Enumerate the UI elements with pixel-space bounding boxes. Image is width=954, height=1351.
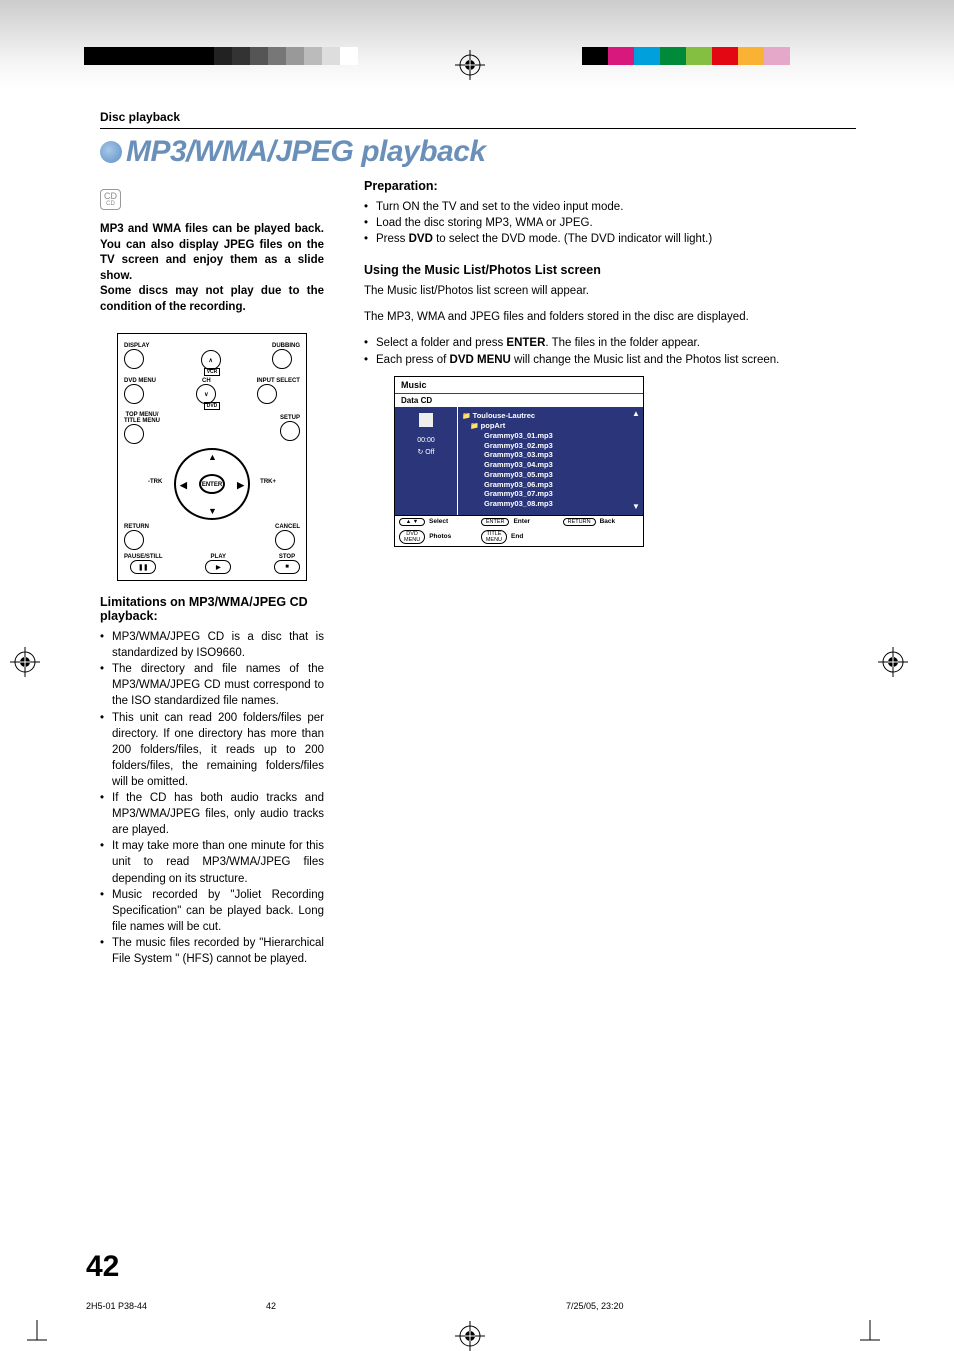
using-heading: Using the Music List/Photos List screen — [364, 263, 854, 277]
page-content: Disc playback MP3/WMA/JPEG playback CDCD… — [100, 110, 856, 967]
using-list: Select a folder and press ENTER. The fil… — [364, 335, 854, 367]
left-column: CDCD MP3 and WMA files can be played bac… — [100, 179, 324, 967]
limitations-heading: Limitations on MP3/WMA/JPEG CD playback: — [100, 595, 324, 623]
print-bars-color — [582, 47, 790, 65]
print-bars-grey — [214, 47, 358, 65]
intro-para-1: MP3 and WMA files can be played back. Yo… — [100, 222, 324, 284]
page-number: 42 — [86, 1250, 119, 1284]
prep-heading: Preparation: — [364, 179, 854, 193]
music-title: Music — [395, 377, 643, 394]
using-p2: The MP3, WMA and JPEG files and folders … — [364, 309, 854, 325]
heading-bullet-icon — [100, 141, 122, 163]
registration-mark-left — [10, 647, 40, 677]
breadcrumb: Disc playback — [100, 110, 856, 129]
right-column: Preparation: Turn ON the TV and set to t… — [364, 179, 854, 967]
page-footer: 2H5-01 P38-44 42 7/25/05, 23:20 — [86, 1301, 856, 1311]
intro-para-2: Some discs may not play due to the condi… — [100, 284, 324, 315]
registration-mark-right — [878, 647, 908, 677]
crop-mark-bl — [17, 1320, 47, 1350]
music-left-panel: 00:00 ↻ Off — [395, 407, 457, 515]
music-footer: ▲ ▼SelectENTEREnterRETURNBackDVD MENUPho… — [395, 515, 643, 546]
registration-mark-bottom — [455, 1321, 485, 1351]
crop-mark-br — [860, 1320, 890, 1350]
registration-mark-top — [455, 50, 485, 80]
music-file-list: ▲▼ Toulouse-Lautrec popArt Grammy03_01.m… — [457, 407, 643, 515]
heading-row: MP3/WMA/JPEG playback — [100, 135, 856, 169]
prep-list: Turn ON the TV and set to the video inpu… — [364, 199, 854, 247]
cd-badge: CDCD — [100, 189, 121, 210]
page-title: MP3/WMA/JPEG playback — [126, 135, 486, 169]
using-p1: The Music list/Photos list screen will a… — [364, 283, 854, 299]
remote-diagram: DISPLAY ∧ DUBBING VCR DVD MENU CH∨ INPUT… — [117, 333, 307, 581]
limitations-list: MP3/WMA/JPEG CD is a disc that is standa… — [100, 629, 324, 967]
print-bars-black — [84, 47, 214, 65]
music-list-ui: Music Data CD 00:00 ↻ Off ▲▼ Toulouse-La… — [394, 376, 644, 547]
music-subtitle: Data CD — [395, 394, 643, 407]
